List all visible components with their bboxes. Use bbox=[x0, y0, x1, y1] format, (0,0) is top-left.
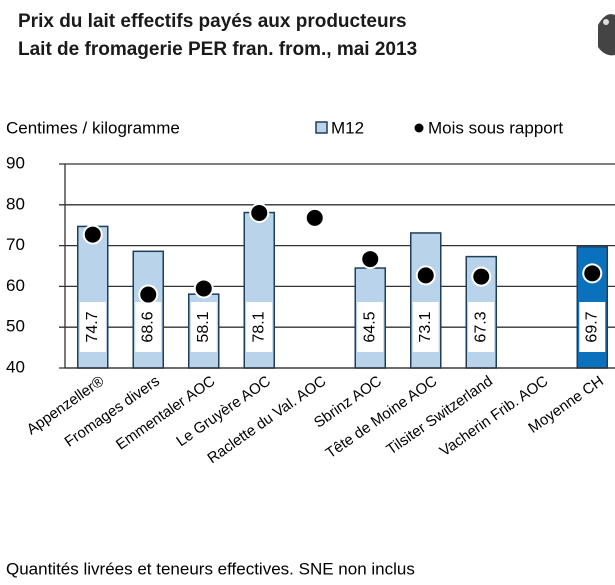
chart: Prix du lait effectifs payés aux product… bbox=[0, 0, 615, 585]
value-label: 74.7 bbox=[84, 311, 101, 342]
value-label: 58.1 bbox=[195, 311, 212, 342]
dot bbox=[84, 226, 102, 244]
value-label: 78.1 bbox=[250, 311, 267, 342]
chart-title: Prix du lait effectifs payés aux product… bbox=[18, 11, 407, 32]
y-tick-label: 80 bbox=[6, 194, 25, 213]
legend-label: M12 bbox=[331, 118, 364, 137]
value-label: 64.5 bbox=[361, 311, 378, 342]
legend-label: Mois sous rapport bbox=[428, 118, 563, 137]
value-label: 67.3 bbox=[472, 311, 489, 342]
value-label: 69.7 bbox=[583, 311, 600, 342]
dot bbox=[417, 266, 435, 284]
logo bbox=[598, 14, 615, 55]
y-tick-label: 40 bbox=[6, 357, 25, 376]
footnote: Quantités livrées et teneurs effectives.… bbox=[6, 559, 415, 578]
dot bbox=[306, 209, 324, 227]
y-tick-label: 50 bbox=[6, 317, 25, 336]
dot bbox=[250, 204, 268, 222]
legend-swatch bbox=[316, 122, 327, 133]
y-tick-label: 90 bbox=[6, 153, 25, 172]
dot bbox=[472, 268, 490, 286]
dot bbox=[139, 286, 157, 304]
legend-swatch bbox=[415, 124, 424, 133]
dot bbox=[583, 264, 601, 282]
dot bbox=[361, 250, 379, 268]
x-tick-label: Le Gruyère AOC bbox=[173, 373, 274, 451]
y-tick-label: 60 bbox=[6, 276, 25, 295]
value-label: 73.1 bbox=[417, 311, 434, 342]
value-label: 68.6 bbox=[139, 311, 156, 342]
dot bbox=[195, 279, 213, 297]
y-tick-label: 70 bbox=[6, 235, 25, 254]
x-tick-label: Emmentaler AOC bbox=[113, 373, 218, 454]
chart-subtitle: Lait de fromagerie PER fran. from., mai … bbox=[18, 39, 417, 60]
y-axis-label: Centimes / kilogramme bbox=[6, 118, 180, 137]
